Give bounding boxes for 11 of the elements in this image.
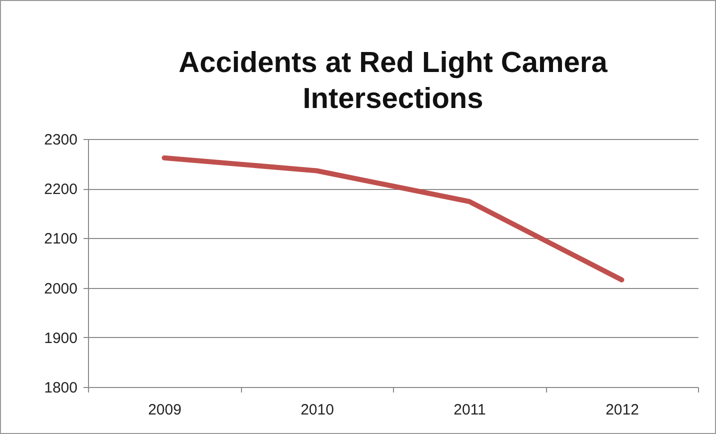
y-tick-label: 2200: [44, 181, 78, 198]
x-tick-label: 2012: [606, 402, 639, 418]
y-tick-label: 2100: [44, 230, 78, 248]
x-tick-label: 2009: [148, 402, 182, 418]
y-tick-label: 2300: [44, 132, 78, 148]
y-tick-label: 2000: [44, 280, 78, 298]
y-tick-label: 1900: [44, 330, 78, 347]
x-tick-label: 2010: [300, 402, 334, 418]
chart-title: Accidents at Red Light Camera Intersections: [178, 47, 608, 115]
x-tick-label: 2011: [454, 402, 486, 418]
y-tick-label: 1800: [44, 380, 78, 396]
